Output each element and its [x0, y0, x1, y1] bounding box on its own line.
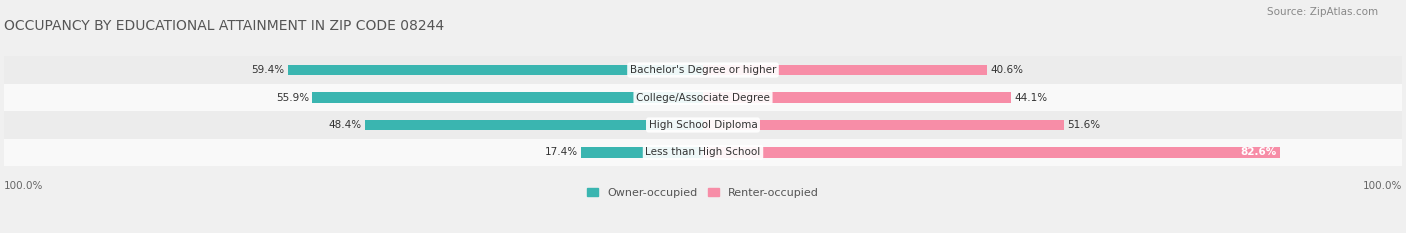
- Bar: [4, 84, 1402, 111]
- Text: Bachelor's Degree or higher: Bachelor's Degree or higher: [630, 65, 776, 75]
- Text: 100.0%: 100.0%: [1362, 181, 1402, 191]
- Bar: [312, 92, 703, 103]
- Text: 51.6%: 51.6%: [1067, 120, 1101, 130]
- Bar: [703, 120, 1063, 130]
- Text: 55.9%: 55.9%: [276, 93, 309, 103]
- Text: 44.1%: 44.1%: [1015, 93, 1047, 103]
- Bar: [703, 147, 1281, 158]
- Bar: [364, 120, 703, 130]
- Text: 17.4%: 17.4%: [544, 147, 578, 158]
- Text: College/Associate Degree: College/Associate Degree: [636, 93, 770, 103]
- Bar: [703, 92, 1011, 103]
- Text: Source: ZipAtlas.com: Source: ZipAtlas.com: [1267, 7, 1378, 17]
- Text: 82.6%: 82.6%: [1240, 147, 1277, 158]
- Bar: [582, 147, 703, 158]
- Text: 48.4%: 48.4%: [328, 120, 361, 130]
- Bar: [703, 65, 987, 75]
- Text: 100.0%: 100.0%: [4, 181, 44, 191]
- Text: 59.4%: 59.4%: [252, 65, 284, 75]
- Text: Less than High School: Less than High School: [645, 147, 761, 158]
- Bar: [288, 65, 703, 75]
- Text: OCCUPANCY BY EDUCATIONAL ATTAINMENT IN ZIP CODE 08244: OCCUPANCY BY EDUCATIONAL ATTAINMENT IN Z…: [4, 19, 444, 33]
- Bar: [4, 139, 1402, 166]
- Text: 40.6%: 40.6%: [990, 65, 1024, 75]
- Legend: Owner-occupied, Renter-occupied: Owner-occupied, Renter-occupied: [582, 183, 824, 202]
- Text: High School Diploma: High School Diploma: [648, 120, 758, 130]
- Bar: [4, 56, 1402, 84]
- Bar: [4, 111, 1402, 139]
